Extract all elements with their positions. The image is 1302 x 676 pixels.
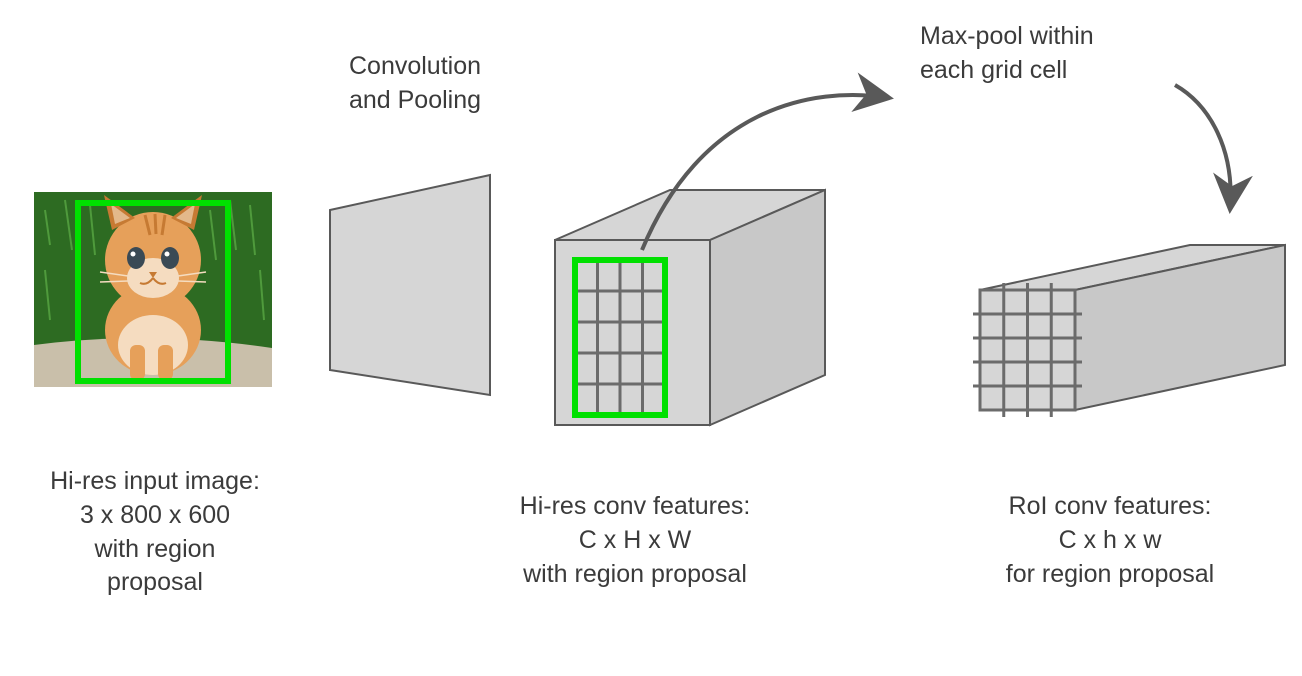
feature-caption: Hi-res conv features: C x H x W with reg… xyxy=(460,490,810,591)
arrow-right xyxy=(1175,85,1231,210)
input-caption: Hi-res input image: 3 x 800 x 600 with r… xyxy=(30,465,280,600)
feature-caption-l2: C x H x W xyxy=(579,526,692,554)
input-caption-l4: proposal xyxy=(107,568,203,596)
maxpool-label: Max-pool within each grid cell xyxy=(920,20,1180,88)
conv-pool-label: Convolution and Pooling xyxy=(305,50,525,118)
input-caption-l2: 3 x 800 x 600 xyxy=(80,501,230,529)
input-caption-l3: with region xyxy=(95,535,216,563)
conv-pool-line2: and Pooling xyxy=(349,86,481,114)
feature-caption-l3: with region proposal xyxy=(523,560,747,588)
conv-pool-line1: Convolution xyxy=(349,52,481,80)
input-image xyxy=(34,192,272,387)
roi-caption-l2: C x h x w xyxy=(1059,526,1162,554)
maxpool-line1: Max-pool within xyxy=(920,22,1094,50)
feature-caption-l1: Hi-res conv features: xyxy=(520,492,751,520)
maxpool-line2: each grid cell xyxy=(920,56,1067,84)
feature-cube xyxy=(555,190,825,425)
roi-caption-l1: RoI conv features: xyxy=(1009,492,1212,520)
roi-caption-l3: for region proposal xyxy=(1006,560,1214,588)
conv-pool-trapezoid xyxy=(330,175,490,395)
roi-caption: RoI conv features: C x h x w for region … xyxy=(960,490,1260,591)
input-caption-l1: Hi-res input image: xyxy=(50,467,260,495)
